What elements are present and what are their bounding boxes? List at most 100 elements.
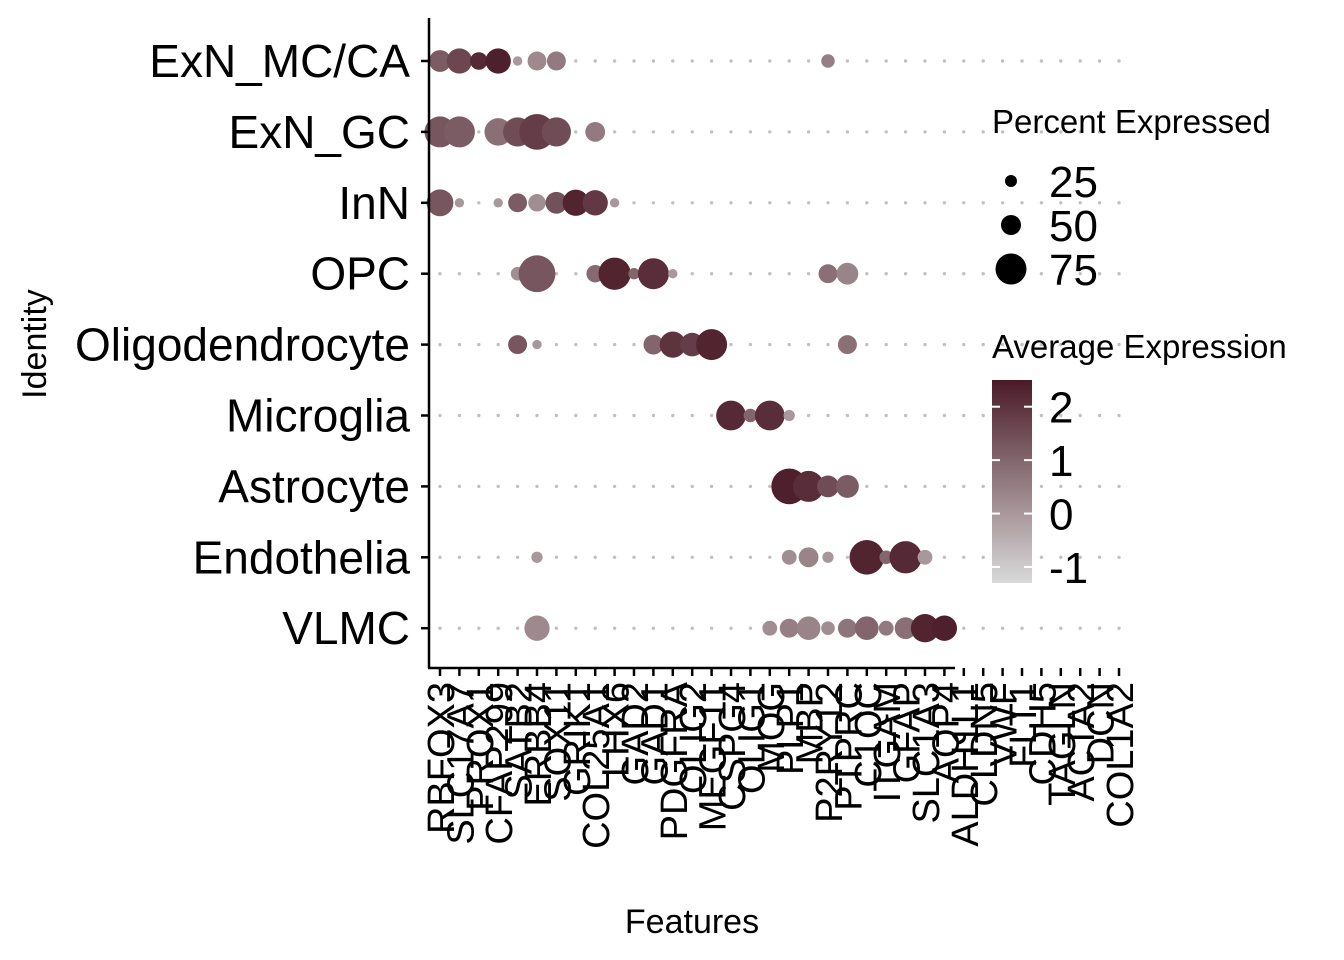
empty-dot: [903, 413, 908, 418]
empty-dot: [612, 130, 617, 134]
empty-dot: [865, 342, 869, 347]
empty-dot: [593, 555, 597, 559]
empty-dot: [496, 555, 500, 559]
empty-dot: [632, 555, 636, 559]
data-point: [659, 331, 686, 358]
x-tick-label: SLC17A7: [440, 682, 482, 845]
empty-dot: [632, 59, 636, 63]
empty-dot: [806, 201, 811, 205]
empty-dot: [671, 484, 675, 489]
empty-dot: [845, 201, 850, 205]
background-dots: [438, 59, 1121, 630]
empty-dot: [923, 201, 927, 205]
empty-dot: [612, 626, 617, 630]
x-tick-label: OLIG1: [731, 682, 773, 794]
empty-dot: [903, 484, 908, 489]
empty-dot: [1117, 484, 1121, 489]
data-point: [754, 400, 785, 431]
empty-dot: [438, 484, 442, 489]
empty-dot: [884, 413, 888, 418]
empty-dot: [1097, 342, 1102, 347]
data-point: [493, 198, 503, 208]
data-point: [837, 335, 857, 355]
data-point: [793, 470, 825, 502]
empty-dot: [942, 272, 947, 276]
empty-dot: [709, 484, 714, 489]
data-point: [931, 615, 958, 641]
x-tick-label: GAD1: [634, 682, 676, 785]
empty-dot: [748, 201, 753, 205]
empty-dot: [477, 626, 481, 630]
data-point: [426, 189, 454, 217]
empty-dot: [806, 413, 811, 418]
empty-dot: [962, 59, 966, 63]
empty-dot: [515, 484, 520, 489]
data-point: [779, 618, 799, 638]
empty-dot: [1020, 59, 1024, 63]
empty-dot: [981, 484, 985, 489]
empty-dot: [923, 130, 927, 134]
empty-dot: [709, 59, 714, 63]
empty-dot: [729, 626, 733, 630]
data-point: [743, 408, 758, 423]
empty-dot: [690, 59, 694, 63]
empty-dot: [1097, 130, 1102, 134]
empty-dot: [574, 342, 578, 347]
x-axis-ticks: [438, 668, 1121, 676]
empty-dot: [768, 342, 772, 347]
y-axis-title: Identity: [16, 289, 54, 399]
empty-dot: [477, 555, 481, 559]
empty-dot: [1059, 201, 1063, 205]
x-tick-label: GRIK1: [557, 682, 599, 796]
empty-dot: [923, 272, 927, 276]
empty-dot: [632, 201, 636, 205]
empty-dot: [729, 484, 733, 489]
empty-dot: [1039, 342, 1044, 347]
empty-dot: [1078, 626, 1082, 630]
y-axis-ticks: [421, 59, 429, 630]
empty-dot: [1039, 413, 1044, 418]
empty-dot: [787, 342, 791, 347]
empty-dot: [496, 626, 500, 630]
x-tick-label: VWF: [984, 682, 1026, 766]
empty-dot: [690, 626, 694, 630]
empty-dot: [981, 272, 985, 276]
x-tick-label: COL25A1: [576, 682, 618, 849]
empty-dot: [709, 555, 714, 559]
empty-dot: [768, 201, 772, 205]
empty-dot: [826, 413, 830, 418]
empty-dot: [865, 413, 869, 418]
data-point: [796, 616, 821, 641]
empty-dot: [496, 484, 500, 489]
empty-dot: [457, 555, 462, 559]
empty-dot: [709, 130, 714, 134]
empty-dot: [787, 59, 791, 63]
x-tick-label: DCN: [1081, 682, 1123, 764]
empty-dot: [1020, 342, 1024, 347]
empty-dot: [651, 130, 656, 134]
empty-dot: [457, 272, 462, 276]
empty-dot: [1000, 130, 1005, 134]
empty-dot: [903, 201, 908, 205]
empty-dot: [671, 59, 675, 63]
y-tick-labels: ExN_MC/CA ExN_GC InN OPC Oligodendrocyte Micr…: [75, 35, 410, 654]
empty-dot: [593, 626, 597, 630]
empty-dot: [574, 413, 578, 418]
data-point: [443, 116, 475, 148]
empty-dot: [651, 626, 656, 630]
empty-dot: [1000, 59, 1005, 63]
y-tick-label: VLMC: [282, 602, 410, 654]
empty-dot: [806, 272, 811, 276]
empty-dot: [903, 342, 908, 347]
empty-dot: [690, 201, 694, 205]
empty-dot: [884, 342, 888, 347]
empty-dot: [574, 272, 578, 276]
data-point: [668, 269, 678, 279]
empty-dot: [1117, 555, 1121, 559]
x-tick-label: MBP: [790, 682, 832, 764]
empty-dot: [554, 626, 559, 630]
empty-dot: [671, 201, 675, 205]
empty-dot: [438, 413, 442, 418]
empty-dot: [865, 59, 869, 63]
color-legend-label: 1: [1049, 437, 1073, 486]
